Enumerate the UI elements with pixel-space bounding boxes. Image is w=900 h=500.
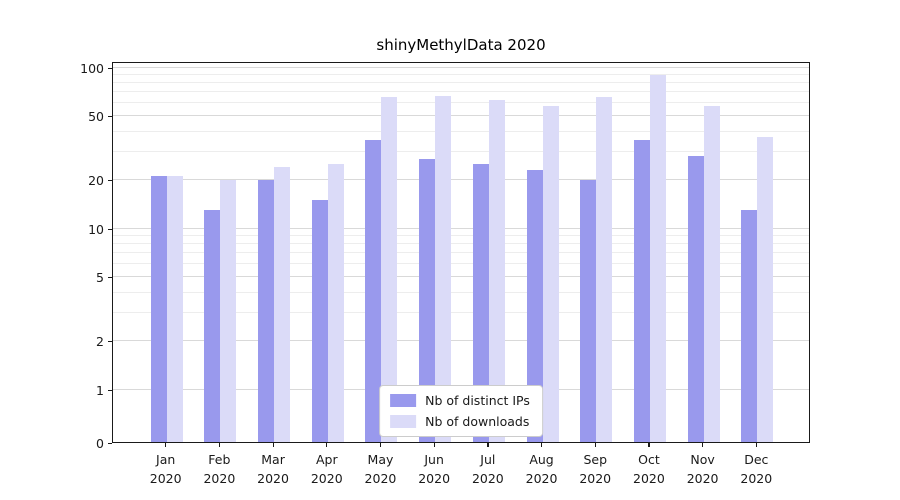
legend-swatch-distinct-ips	[390, 394, 417, 407]
x-tick-label: May 2020	[364, 452, 397, 486]
x-tick-mark	[165, 443, 167, 447]
x-tick-label: Nov 2020	[686, 452, 719, 486]
x-tick-mark	[487, 443, 489, 447]
y-tick-label: 2	[96, 334, 104, 350]
x-tick-mark	[594, 443, 596, 447]
gridline-minor	[113, 82, 809, 84]
gridline-major	[113, 114, 809, 116]
gridline-minor	[113, 243, 809, 245]
x-tick-label: Oct 2020	[633, 452, 665, 486]
y-tick-mark	[108, 341, 112, 343]
x-tick-label: Aug 2020	[525, 452, 558, 486]
bar-downloads-aug	[542, 106, 559, 442]
x-tick-mark	[379, 443, 382, 447]
x-tick-mark	[648, 443, 650, 447]
legend-label-downloads: Nb of downloads	[425, 414, 530, 429]
gridline-major	[113, 340, 809, 342]
legend-entry-downloads: Nb of downloads	[390, 414, 530, 429]
y-tick-label: 20	[88, 173, 104, 189]
bar-downloads-sep	[596, 97, 613, 442]
legend-swatch-downloads	[390, 415, 417, 428]
gridline-minor	[113, 252, 809, 254]
bar-distinct-ips-jan	[150, 176, 167, 442]
gridline-major	[113, 66, 809, 68]
y-tick-mark	[108, 228, 112, 230]
y-tick-mark	[108, 67, 112, 69]
x-tick-label: Dec 2020	[740, 452, 773, 486]
bar-distinct-ips-jul	[472, 163, 489, 442]
gridline-minor	[113, 311, 809, 313]
x-tick-mark	[755, 443, 757, 447]
gridline-major	[113, 227, 809, 229]
bar-downloads-feb	[220, 179, 237, 442]
bar-downloads-nov	[703, 106, 720, 442]
bar-distinct-ips-mar	[258, 179, 275, 442]
gridline-minor	[113, 91, 809, 93]
x-tick-label: Jan 2020	[149, 452, 182, 486]
y-tick-label: 0	[96, 435, 104, 451]
y-tick-mark	[108, 276, 112, 279]
bar-downloads-jan	[166, 176, 183, 442]
y-tick-label: 10	[88, 221, 104, 237]
x-tick-label: Apr 2020	[310, 452, 343, 486]
y-tick-label: 5	[96, 269, 104, 285]
bar-downloads-mar	[274, 166, 291, 442]
legend: Nb of distinct IPs Nb of downloads	[379, 385, 543, 437]
x-tick-label: Feb 2020	[203, 452, 236, 486]
x-tick-mark	[433, 443, 435, 447]
gridline-major	[113, 179, 809, 181]
bar-distinct-ips-may	[365, 140, 382, 442]
legend-entry-distinct-ips: Nb of distinct IPs	[390, 393, 530, 408]
x-tick-label: Mar 2020	[257, 452, 289, 486]
legend-label-distinct-ips: Nb of distinct IPs	[425, 393, 530, 408]
bar-distinct-ips-oct	[633, 140, 650, 442]
gridline-major	[113, 275, 809, 277]
y-tick-label: 50	[88, 108, 104, 124]
bar-downloads-jun	[435, 96, 452, 442]
bar-downloads-may	[381, 97, 398, 442]
chart-title: shinyMethylData 2020	[376, 36, 546, 54]
gridline-minor	[113, 130, 809, 132]
x-tick-mark	[702, 443, 704, 447]
y-tick-mark	[108, 115, 112, 118]
y-tick-mark	[108, 389, 112, 391]
x-tick-mark	[272, 443, 274, 447]
plot-area: Nb of distinct IPs Nb of downloads	[112, 62, 810, 443]
bar-downloads-jul	[488, 100, 505, 442]
x-tick-label: Sep 2020	[579, 452, 612, 486]
gridline-minor	[113, 73, 809, 75]
bar-downloads-dec	[757, 136, 774, 442]
bar-distinct-ips-jun	[419, 158, 436, 442]
gridline-minor	[113, 150, 809, 152]
x-tick-mark	[218, 443, 221, 447]
bar-distinct-ips-dec	[741, 209, 758, 442]
bar-downloads-apr	[327, 163, 344, 442]
bar-distinct-ips-sep	[580, 179, 597, 442]
y-tick-mark	[108, 180, 112, 182]
x-tick-label: Jun 2020	[418, 452, 451, 486]
y-tick-label: 1	[96, 382, 104, 398]
x-tick-mark	[326, 443, 328, 447]
bar-distinct-ips-feb	[204, 209, 221, 442]
gridline-minor	[113, 234, 809, 236]
y-tick-mark	[108, 442, 112, 444]
x-tick-mark	[541, 443, 543, 447]
bar-distinct-ips-nov	[687, 156, 704, 442]
y-tick-label: 100	[80, 60, 104, 76]
gridline-minor	[113, 291, 809, 293]
bar-distinct-ips-aug	[526, 169, 543, 442]
gridline-minor	[113, 102, 809, 104]
bar-distinct-ips-apr	[311, 199, 328, 442]
gridline-minor	[113, 263, 809, 265]
x-tick-label: Jul 2020	[471, 452, 504, 486]
bar-downloads-oct	[649, 75, 666, 442]
